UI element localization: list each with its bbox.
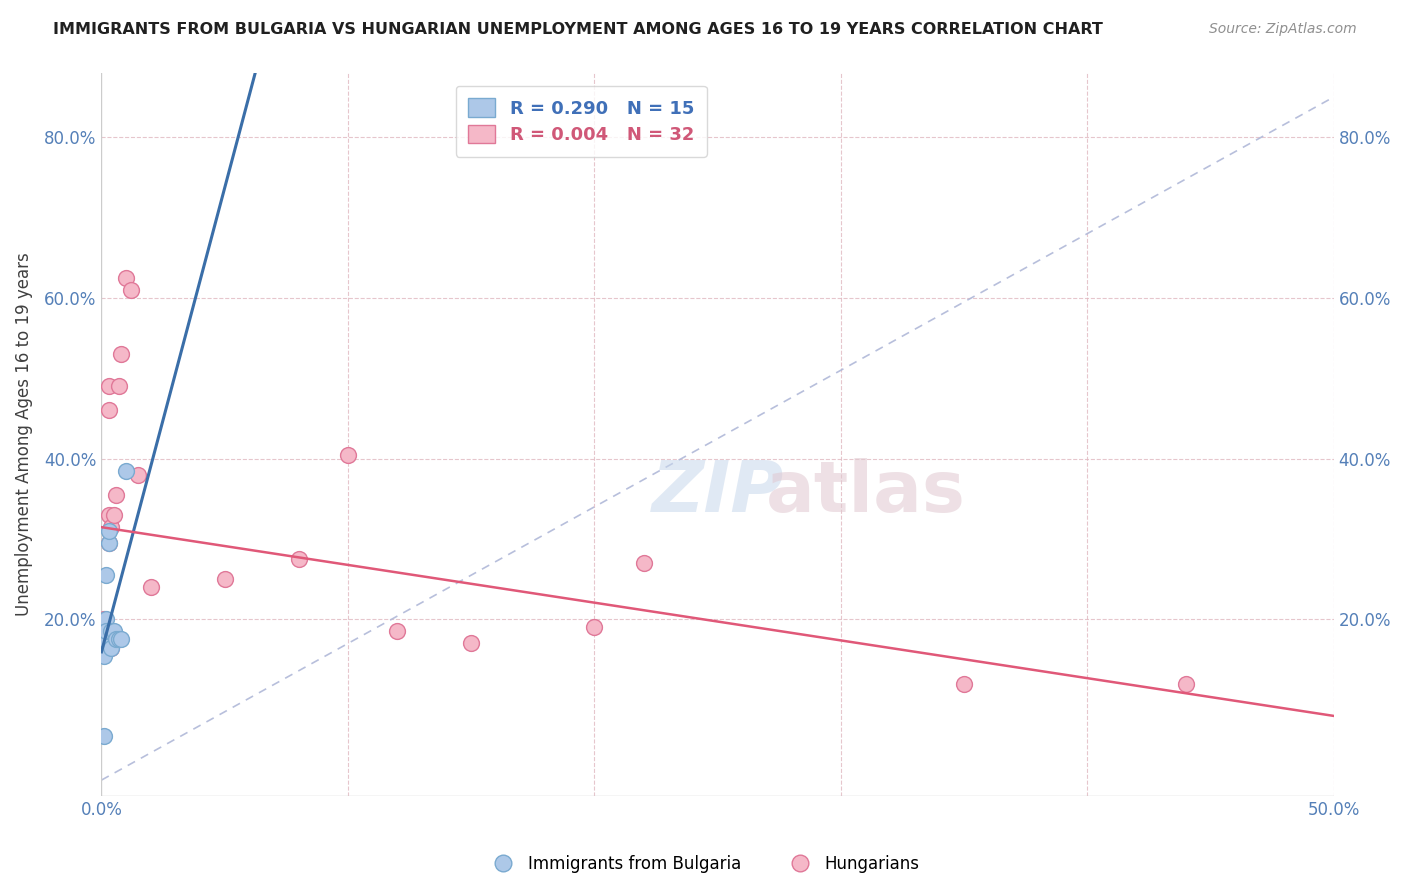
- Point: [110, 347, 132, 361]
- Point: [336, 448, 359, 462]
- Point: [105, 632, 128, 647]
- Text: atlas: atlas: [765, 458, 966, 527]
- Point: [97, 379, 120, 393]
- Point: [96, 632, 118, 647]
- Point: [97, 536, 120, 550]
- Point: [103, 632, 125, 647]
- Legend: Immigrants from Bulgaria, Hungarians: Immigrants from Bulgaria, Hungarians: [479, 848, 927, 880]
- Point: [97, 508, 120, 522]
- Point: [127, 467, 149, 482]
- Point: [100, 624, 122, 639]
- Point: [583, 620, 606, 634]
- Point: [97, 524, 120, 538]
- Point: [96, 624, 118, 639]
- Point: [103, 624, 125, 639]
- Point: [93, 624, 115, 639]
- Point: [97, 403, 120, 417]
- Point: [100, 640, 122, 655]
- Y-axis label: Unemployment Among Ages 16 to 19 years: Unemployment Among Ages 16 to 19 years: [15, 252, 32, 616]
- Text: ZIP: ZIP: [651, 458, 783, 527]
- Text: IMMIGRANTS FROM BULGARIA VS HUNGARIAN UNEMPLOYMENT AMONG AGES 16 TO 19 YEARS COR: IMMIGRANTS FROM BULGARIA VS HUNGARIAN UN…: [53, 22, 1104, 37]
- Point: [100, 520, 122, 534]
- Point: [96, 568, 118, 582]
- Point: [100, 640, 122, 655]
- Point: [93, 612, 115, 626]
- Point: [214, 572, 236, 586]
- Point: [103, 632, 125, 647]
- Point: [385, 624, 408, 639]
- Point: [115, 271, 138, 285]
- Point: [107, 379, 129, 393]
- Point: [1174, 676, 1197, 690]
- Legend: R = 0.290   N = 15, R = 0.004   N = 32: R = 0.290 N = 15, R = 0.004 N = 32: [456, 86, 707, 157]
- Point: [120, 283, 142, 297]
- Point: [139, 580, 162, 594]
- Point: [103, 508, 125, 522]
- Point: [115, 464, 138, 478]
- Point: [97, 536, 120, 550]
- Point: [100, 632, 122, 647]
- Point: [953, 676, 976, 690]
- Point: [93, 632, 115, 647]
- Point: [460, 636, 482, 650]
- Point: [107, 632, 129, 647]
- Point: [93, 648, 115, 663]
- Point: [105, 488, 128, 502]
- Point: [93, 729, 115, 743]
- Point: [287, 552, 309, 566]
- Point: [633, 556, 655, 570]
- Point: [96, 640, 118, 655]
- Point: [93, 632, 115, 647]
- Point: [96, 612, 118, 626]
- Point: [110, 632, 132, 647]
- Point: [96, 624, 118, 639]
- Text: Source: ZipAtlas.com: Source: ZipAtlas.com: [1209, 22, 1357, 37]
